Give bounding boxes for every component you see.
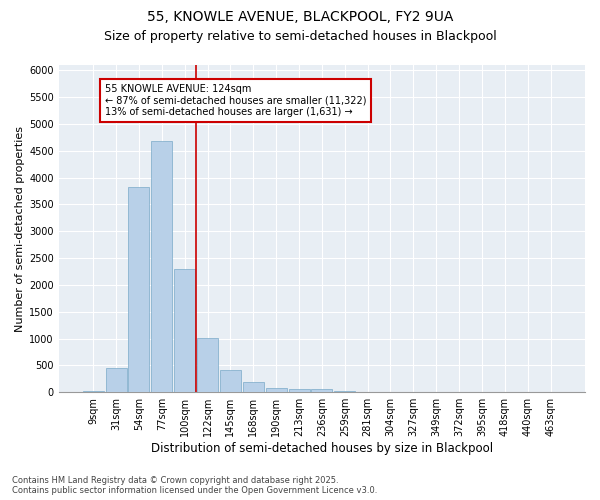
- Text: 55 KNOWLE AVENUE: 124sqm
← 87% of semi-detached houses are smaller (11,322)
13% : 55 KNOWLE AVENUE: 124sqm ← 87% of semi-d…: [104, 84, 366, 117]
- Bar: [334, 390, 355, 392]
- Bar: [197, 338, 218, 392]
- Text: 55, KNOWLE AVENUE, BLACKPOOL, FY2 9UA: 55, KNOWLE AVENUE, BLACKPOOL, FY2 9UA: [147, 10, 453, 24]
- Bar: [106, 368, 127, 392]
- Bar: [220, 370, 241, 392]
- Bar: [243, 382, 264, 392]
- Bar: [151, 141, 172, 392]
- Text: Size of property relative to semi-detached houses in Blackpool: Size of property relative to semi-detach…: [104, 30, 496, 43]
- Bar: [311, 390, 332, 392]
- Bar: [289, 390, 310, 392]
- Bar: [266, 388, 287, 392]
- Bar: [174, 269, 195, 392]
- Y-axis label: Number of semi-detached properties: Number of semi-detached properties: [15, 126, 25, 332]
- X-axis label: Distribution of semi-detached houses by size in Blackpool: Distribution of semi-detached houses by …: [151, 442, 493, 455]
- Bar: [128, 188, 149, 392]
- Bar: [83, 390, 104, 392]
- Text: Contains HM Land Registry data © Crown copyright and database right 2025.
Contai: Contains HM Land Registry data © Crown c…: [12, 476, 377, 495]
